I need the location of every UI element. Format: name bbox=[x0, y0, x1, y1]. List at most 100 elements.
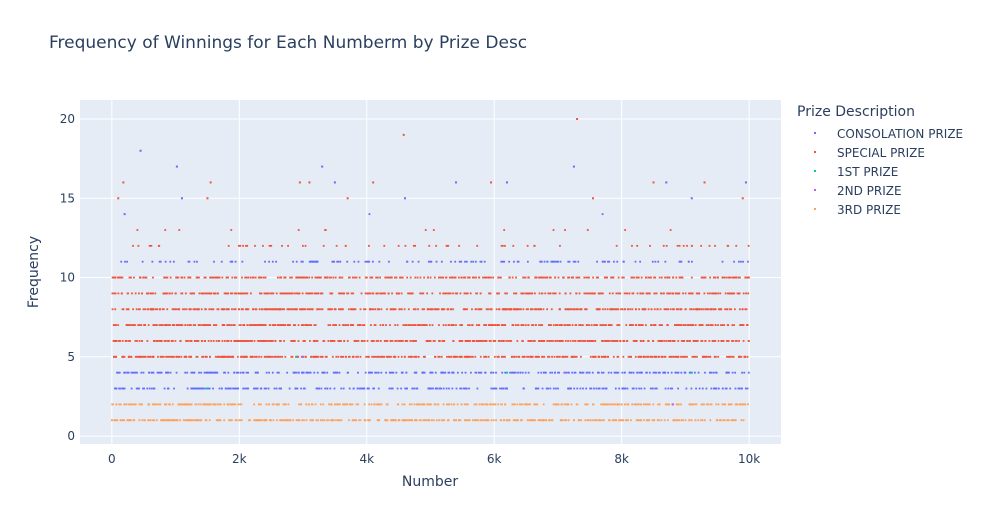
data-point bbox=[695, 340, 697, 342]
data-point bbox=[514, 371, 517, 374]
data-point bbox=[205, 387, 207, 390]
data-point bbox=[507, 419, 510, 422]
data-point bbox=[593, 324, 596, 327]
data-point bbox=[270, 244, 273, 247]
data-point bbox=[353, 260, 356, 263]
legend-item[interactable]: 3RD PRIZE bbox=[797, 200, 963, 219]
data-point bbox=[630, 276, 633, 279]
legend-item[interactable]: CONSOLATION PRIZE bbox=[797, 124, 963, 143]
data-point bbox=[342, 355, 345, 358]
data-point bbox=[625, 419, 627, 422]
data-point bbox=[660, 292, 663, 295]
data-point bbox=[609, 403, 612, 406]
data-point bbox=[467, 419, 469, 422]
data-point bbox=[656, 308, 659, 311]
data-point bbox=[279, 387, 282, 390]
data-point bbox=[657, 340, 660, 342]
data-point bbox=[526, 419, 529, 422]
data-point bbox=[308, 371, 311, 374]
data-point bbox=[529, 403, 532, 406]
data-point bbox=[129, 324, 132, 327]
data-point bbox=[601, 387, 604, 390]
data-point bbox=[115, 340, 118, 342]
data-point bbox=[732, 355, 735, 358]
y-tick-label: 10 bbox=[60, 271, 75, 285]
data-point bbox=[280, 292, 283, 295]
data-point bbox=[246, 244, 249, 247]
data-point bbox=[704, 308, 707, 311]
data-point bbox=[416, 324, 419, 327]
data-point bbox=[386, 308, 388, 311]
data-point bbox=[389, 340, 392, 342]
data-point bbox=[738, 403, 741, 406]
data-point bbox=[255, 355, 258, 358]
data-point bbox=[493, 340, 495, 342]
data-point bbox=[400, 292, 403, 295]
data-point bbox=[411, 387, 414, 390]
data-point bbox=[555, 324, 557, 327]
data-point bbox=[438, 387, 441, 390]
data-point bbox=[565, 355, 567, 358]
data-point bbox=[353, 340, 356, 342]
data-point bbox=[702, 308, 705, 311]
data-point bbox=[243, 292, 246, 295]
data-point bbox=[258, 308, 261, 311]
data-point bbox=[672, 308, 674, 311]
data-point bbox=[192, 324, 195, 327]
data-point bbox=[419, 292, 422, 295]
data-point bbox=[391, 292, 393, 295]
data-point bbox=[116, 371, 119, 374]
data-point bbox=[313, 324, 316, 327]
data-point bbox=[408, 419, 411, 422]
data-point bbox=[487, 276, 490, 279]
data-point bbox=[323, 276, 326, 279]
data-point bbox=[426, 292, 429, 295]
data-point bbox=[435, 244, 438, 247]
data-point bbox=[319, 419, 322, 422]
data-point bbox=[643, 419, 646, 422]
data-point bbox=[324, 229, 327, 231]
data-point bbox=[570, 276, 573, 279]
data-point bbox=[325, 355, 328, 358]
data-point bbox=[227, 324, 230, 327]
data-point bbox=[489, 308, 492, 311]
legend-label: 1ST PRIZE bbox=[837, 164, 899, 179]
data-point bbox=[636, 276, 638, 279]
data-point bbox=[354, 419, 357, 422]
legend-item[interactable]: 2ND PRIZE bbox=[797, 181, 963, 200]
data-point bbox=[534, 355, 537, 358]
data-point bbox=[495, 419, 498, 422]
data-point bbox=[649, 276, 651, 279]
data-point bbox=[551, 371, 554, 374]
data-point bbox=[210, 340, 213, 342]
data-point bbox=[324, 355, 327, 358]
data-point bbox=[216, 371, 219, 374]
data-point bbox=[311, 292, 314, 295]
data-point bbox=[376, 419, 379, 422]
data-point bbox=[331, 340, 334, 342]
data-point bbox=[301, 371, 304, 374]
data-point bbox=[647, 340, 650, 342]
data-point bbox=[132, 403, 135, 406]
data-point bbox=[343, 292, 346, 295]
data-point bbox=[308, 324, 311, 327]
data-point bbox=[535, 387, 538, 390]
data-point bbox=[155, 419, 158, 422]
data-point bbox=[414, 340, 417, 342]
data-point bbox=[289, 276, 291, 279]
data-point bbox=[332, 324, 335, 327]
data-point bbox=[286, 324, 289, 327]
data-point bbox=[305, 371, 308, 374]
data-point bbox=[675, 355, 678, 358]
data-point bbox=[677, 355, 680, 358]
legend-item[interactable]: SPECIAL PRIZE bbox=[797, 143, 963, 162]
legend-item[interactable]: 1ST PRIZE bbox=[797, 162, 963, 181]
data-point bbox=[175, 371, 178, 374]
data-point bbox=[361, 324, 364, 327]
data-point bbox=[304, 340, 306, 342]
data-point bbox=[194, 387, 197, 390]
data-point bbox=[193, 292, 196, 295]
data-point bbox=[485, 324, 487, 327]
data-point bbox=[563, 419, 566, 422]
